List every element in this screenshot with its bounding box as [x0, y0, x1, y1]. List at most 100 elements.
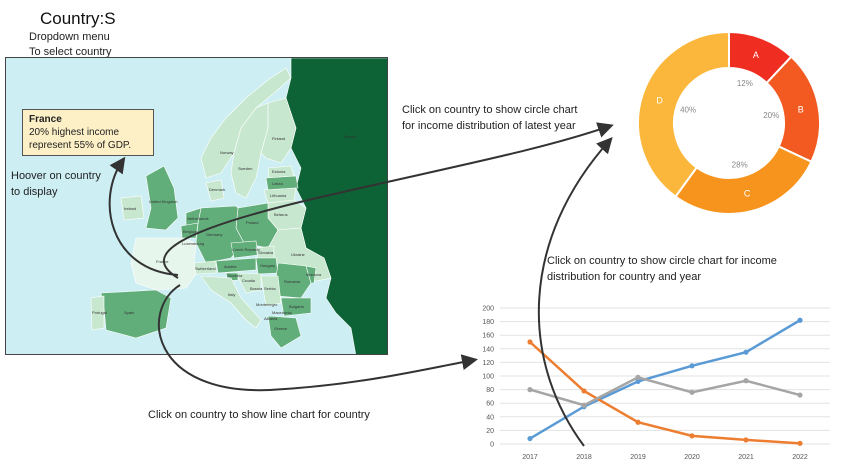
- series-1-point[interactable]: [689, 363, 695, 369]
- map-label-belgium: Belgium: [183, 229, 198, 234]
- donut-slice-c[interactable]: [674, 145, 813, 215]
- map-label-norway: Norway: [220, 150, 234, 155]
- map-label-latvia: Latvia: [272, 181, 283, 186]
- y-tick-label: 80: [486, 387, 494, 394]
- map-label-russia: Russia: [344, 134, 357, 139]
- map-label-estonia: Estonia: [272, 169, 286, 174]
- y-tick-label: 180: [482, 319, 494, 326]
- donut-chart[interactable]: A 12% B 20% C 28% D 40%: [605, 20, 845, 215]
- y-tick-label: 200: [482, 306, 494, 313]
- series-3-point[interactable]: [797, 392, 803, 398]
- map-label-montenegro: Montenegro: [256, 302, 278, 307]
- map-label-macedonia: Macedonia: [272, 310, 292, 315]
- x-tick-label: 2020: [684, 454, 700, 461]
- hover-note-line2: to display: [11, 186, 58, 198]
- pie-note-line1: Click on country to show circle chart: [402, 104, 578, 116]
- country-dropdown[interactable]: Country:S: [40, 9, 116, 28]
- y-tick-label: 40: [486, 414, 494, 421]
- hover-note: Hoover on country to display: [11, 168, 101, 200]
- map-label-switzerland: Switzerland: [195, 266, 216, 271]
- series-line-2[interactable]: [529, 341, 801, 445]
- dropdown-note-line1: Dropdown menu: [29, 31, 110, 43]
- donut-slice-label: C: [744, 189, 751, 199]
- tooltip-title: France: [29, 114, 62, 125]
- map-label-germany: Germany: [206, 232, 222, 237]
- y-tick-label: 0: [490, 442, 494, 449]
- map-label-finland: Finland: [272, 136, 285, 141]
- pie-note-line2: for income distribution of latest year: [402, 120, 576, 132]
- x-tick-label: 2021: [738, 454, 754, 461]
- donut-slice-label: B: [798, 104, 804, 114]
- map-country-portugal[interactable]: [90, 295, 105, 331]
- series-2-point[interactable]: [581, 388, 587, 394]
- map-label-hungary: Hungary: [260, 263, 275, 268]
- map-country-spain[interactable]: [100, 289, 172, 339]
- map-label-sweden: Sweden: [238, 166, 252, 171]
- donut-percent-label: 12%: [737, 79, 753, 88]
- series-1-point[interactable]: [743, 349, 749, 355]
- donut-slice-label: A: [753, 50, 759, 60]
- series-1-point[interactable]: [635, 378, 641, 385]
- map-label-slovakia: Slovakia: [258, 250, 274, 255]
- map-label-italy: Italy: [228, 292, 235, 297]
- series-2-point[interactable]: [635, 419, 641, 425]
- map-country-united-kingdom[interactable]: [145, 165, 179, 231]
- series-1-point[interactable]: [527, 435, 533, 442]
- map-label-luxembourg: Luxembourg: [182, 241, 204, 246]
- series-3-point[interactable]: [743, 378, 749, 384]
- europe-map[interactable]: Ireland United Kingdom Norway Sweden Finland…: [5, 57, 388, 355]
- map-label-bulgaria: Bulgaria: [289, 304, 304, 309]
- map-label-ireland: Ireland: [124, 206, 136, 211]
- y-tick-label: 20: [486, 428, 494, 435]
- tooltip-line2: represent 55% of GDP.: [29, 140, 132, 151]
- map-label-albania: Albania: [264, 316, 278, 321]
- line-chart[interactable]: 0 20 40 60 80 100 120 140 160 180 200 2017 2018 2019 2…: [472, 296, 847, 464]
- europe-map-svg: Ireland United Kingdom Norway Sweden Finland…: [65, 58, 387, 354]
- map-label-united-kingdom: United Kingdom: [149, 199, 178, 204]
- series-2-point[interactable]: [689, 433, 695, 439]
- x-tick-label: 2017: [522, 454, 538, 461]
- series-2-point[interactable]: [797, 440, 803, 446]
- series-3-point[interactable]: [527, 387, 533, 393]
- dropdown-note: Dropdown menu To select country: [29, 30, 112, 60]
- map-label-denmark: Denmark: [209, 187, 225, 192]
- map-label-czech-republic: Czech Republic: [232, 247, 260, 252]
- map-label-slovenia: Slovenia: [227, 273, 243, 278]
- series-3-point[interactable]: [689, 389, 695, 395]
- y-tick-label: 100: [482, 374, 494, 381]
- dropdown-note-line2: To select country: [29, 46, 112, 58]
- series-line-3[interactable]: [529, 376, 801, 407]
- series-3-point[interactable]: [635, 374, 641, 380]
- map-label-portugal: Portugal: [92, 310, 107, 315]
- line-chart-annotation: Click on country to show line chart for …: [148, 409, 370, 421]
- donut-percent-label: 40%: [680, 106, 696, 115]
- y-tick-label: 120: [482, 360, 494, 367]
- series-2-point[interactable]: [527, 339, 533, 345]
- map-label-france: France: [156, 259, 169, 264]
- cc-note-line2: distribution for country and year: [547, 271, 702, 283]
- map-label-serbia: Serbia: [264, 286, 276, 291]
- donut-percent-label: 20%: [763, 111, 779, 120]
- series-3-point[interactable]: [581, 402, 587, 408]
- series-1-point[interactable]: [797, 317, 803, 323]
- map-label-ukraine: Ukraine: [291, 252, 306, 257]
- tooltip-line1: 20% highest income: [29, 127, 120, 138]
- y-tick-label: 60: [486, 401, 494, 408]
- x-tick-label: 2019: [630, 454, 646, 461]
- map-label-croatia: Croatia: [242, 278, 256, 283]
- country-tooltip: France 20% highest income represent 55% …: [22, 109, 154, 156]
- map-label-belarus: Belarus: [274, 212, 288, 217]
- donut-percent-label: 28%: [732, 161, 748, 170]
- hover-note-line1: Hoover on country: [11, 170, 101, 182]
- map-label-romania: Romania: [284, 279, 301, 284]
- map-label-spain: Spain: [124, 310, 134, 315]
- donut-slice-d[interactable]: [637, 30, 730, 199]
- cc-note-line1: Click on country to show circle chart fo…: [547, 255, 777, 267]
- map-label-moldova: Moldova: [306, 272, 322, 277]
- map-label-bosnia: Bosnia: [250, 286, 263, 291]
- series-2-point[interactable]: [743, 437, 749, 443]
- map-label-lithuania: Lithuania: [270, 193, 287, 198]
- y-tick-label: 140: [482, 346, 494, 353]
- x-tick-label: 2018: [576, 454, 592, 461]
- donut-slice-label: D: [656, 95, 663, 105]
